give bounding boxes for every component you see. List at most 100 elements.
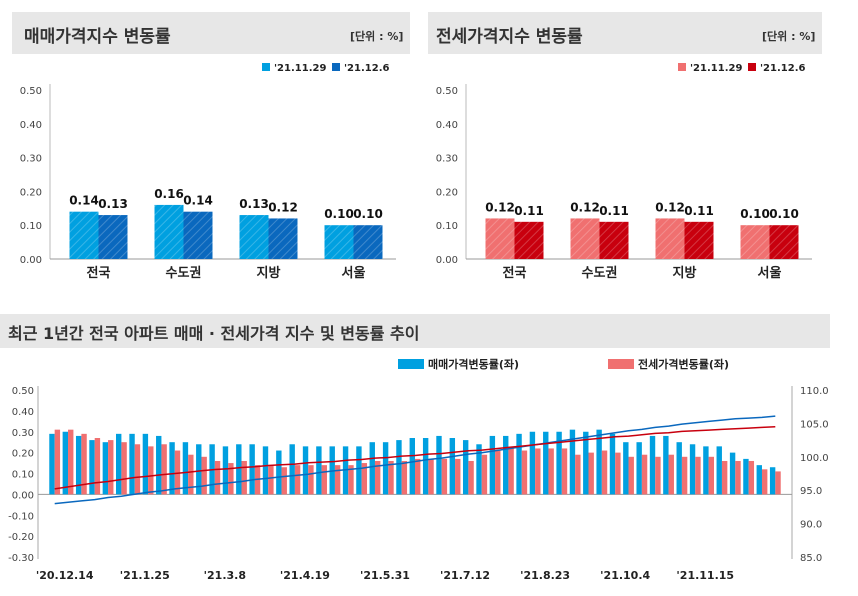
jeonse-ytick: 0.40: [436, 120, 458, 131]
sale-category-label: 서울: [342, 265, 366, 281]
jeonse-value-label: 0.10: [769, 207, 799, 221]
trend-xtick: '21.10.4: [600, 569, 650, 582]
trend-jeonse-bar: [415, 458, 421, 495]
trend-xtick: '21.4.19: [280, 569, 330, 582]
trend-sale-bar: [222, 446, 229, 495]
jeonse-category-label: 수도권: [582, 266, 618, 281]
trend-sale-bar: [583, 431, 589, 495]
trend-left-ytick: 0.20: [12, 449, 34, 460]
jeonse-bar: [684, 221, 714, 259]
sale-panel-title: 매매가격지수 변동률: [24, 27, 171, 47]
trend-title: 최근 1년간 전국 아파트 매매 · 전세가격 지수 및 변동률 추이: [8, 324, 420, 343]
sale-value-label: 0.14: [183, 194, 213, 208]
sale-bar: [183, 211, 213, 259]
jeonse-panel-unit: [단위 : %]: [762, 30, 816, 43]
trend-jeonse-bar: [721, 460, 728, 495]
jeonse-legend-swatch: [748, 63, 756, 71]
trend-legend-jeonse-swatch: [608, 359, 634, 369]
jeonse-bar: [514, 221, 544, 259]
jeonse-value-label: 0.10: [740, 207, 770, 221]
sale-ytick: 0.50: [20, 86, 42, 97]
trend-jeonse-bar: [455, 458, 461, 495]
trend-jeonse-bar: [655, 456, 661, 495]
trend-jeonse-bar: [748, 460, 755, 495]
jeonse-value-label: 0.11: [599, 204, 629, 218]
trend-jeonse-bar: [468, 460, 474, 495]
trend-jeonse-bar: [628, 456, 634, 495]
trend-jeonse-bar: [401, 460, 408, 495]
trend-sale-bar: [49, 433, 55, 495]
trend-left-ytick: 0.00: [12, 490, 34, 501]
jeonse-change-panel: 전세가격지수 변동률 [단위 : %] '21.11.29 '21.12.6 0.0…: [428, 8, 822, 290]
sale-category-label: 지방: [257, 265, 281, 281]
jeonse-category-label: 전국: [503, 265, 527, 281]
trend-jeonse-bar: [615, 452, 621, 495]
trend-sale-bar: [489, 435, 496, 495]
trend-jeonse-bar: [241, 460, 247, 495]
sale-ytick: 0.40: [20, 120, 42, 131]
trend-right-ytick: 105.0: [800, 419, 829, 430]
trend-sale-bar: [569, 429, 576, 495]
trend-titlebar: [0, 314, 830, 348]
trend-jeonse-bar: [348, 465, 354, 495]
jeonse-value-label: 0.11: [684, 204, 714, 218]
sale-change-chart: '21.11.29 '21.12.6 0.00 0.10 0.20 0.30 0.40 0.5…: [20, 63, 396, 281]
trend-jeonse-bar: [535, 448, 541, 495]
trend-sale-bar: [289, 444, 295, 495]
trend-jeonse-bar: [188, 454, 194, 495]
trend-sale-bar: [156, 435, 162, 495]
trend-left-ytick: -0.20: [8, 532, 34, 543]
trend-jeonse-bar: [668, 454, 674, 495]
sale-ytick: 0.20: [20, 187, 42, 198]
trend-sale-bar: [276, 450, 282, 495]
trend-jeonse-bar: [428, 458, 434, 495]
jeonse-bar: [570, 218, 600, 259]
trend-jeonse-bar: [108, 440, 114, 495]
trend-sale-bar: [556, 431, 562, 495]
sale-bar: [353, 225, 383, 259]
trend-jeonse-bar: [374, 460, 381, 495]
trend-sale-bar: [609, 433, 616, 495]
trend-jeonse-bar: [761, 469, 768, 495]
trend-right-ytick: 110.0: [800, 386, 829, 397]
trend-jeonse-bar: [588, 452, 594, 495]
trend-sale-bar: [476, 444, 482, 495]
jeonse-value-label: 0.11: [514, 204, 544, 218]
jeonse-bar: [769, 225, 799, 259]
trend-sale-bar: [182, 442, 189, 495]
trend-sale-bar: [529, 431, 536, 495]
trend-xtick: '21.7.12: [440, 569, 490, 582]
sale-value-label: 0.10: [353, 207, 383, 221]
trend-sale-bar: [116, 433, 122, 495]
trend-sale-bar: [89, 440, 95, 495]
trend-sale-bar: [382, 442, 389, 495]
trend-right-ytick: 95.0: [800, 486, 822, 497]
trend-jeonse-bar: [735, 460, 741, 495]
jeonse-legend-label: '21.11.29: [690, 63, 742, 74]
trend-jeonse-bar: [388, 460, 394, 495]
trend-right-ytick: 85.0: [800, 553, 822, 564]
jeonse-category-label: 서울: [758, 265, 782, 281]
jeonse-category-label: 지방: [673, 265, 697, 281]
trend-jeonse-bar: [68, 429, 74, 495]
trend-sale-bar: [249, 444, 255, 495]
trend-jeonse-bar: [148, 446, 154, 495]
trend-sale-bar: [169, 442, 175, 495]
trend-jeonse-bar: [695, 456, 701, 495]
sale-change-panel: 매매가격지수 변동률 [단위 : %] '21.11.29 '21.12.6 0.0…: [12, 8, 410, 290]
sale-legend-label: '21.12.6: [344, 63, 389, 74]
trend-left-ytick: 0.40: [12, 407, 34, 418]
sale-ytick: 0.10: [20, 221, 42, 232]
trend-jeonse-bar: [441, 458, 448, 495]
trend-sale-bar: [596, 429, 602, 495]
sale-panel-titlebar: [12, 12, 410, 54]
trend-left-ytick: 0.10: [12, 470, 34, 481]
sale-bar: [268, 218, 298, 259]
jeonse-value-label: 0.12: [655, 200, 685, 214]
trend-jeonse-bar: [361, 463, 368, 495]
jeonse-bar: [599, 221, 629, 259]
trend-legend-sale-label: 매매가격변동률(좌): [428, 357, 519, 371]
sale-value-label: 0.13: [98, 197, 128, 211]
jeonse-ytick: 0.50: [436, 86, 458, 97]
sale-legend-swatch: [332, 63, 340, 71]
